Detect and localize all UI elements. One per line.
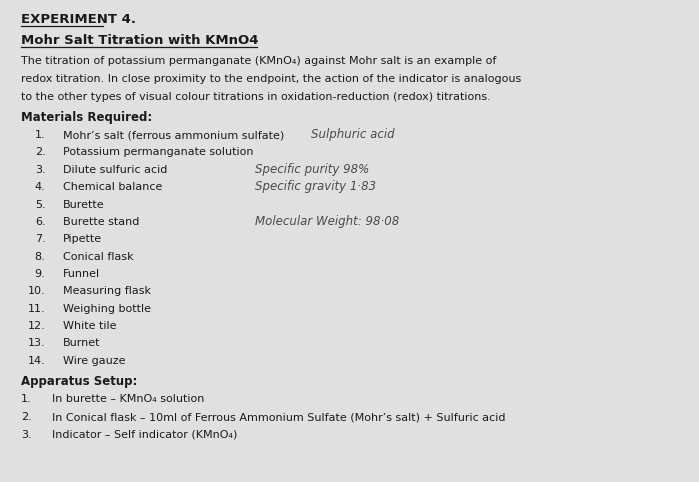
Text: 8.: 8. [35, 252, 45, 262]
Text: Potassium permanganate solution: Potassium permanganate solution [63, 147, 254, 158]
Text: The titration of potassium permanganate (KMnO₄) against Mohr salt is an example : The titration of potassium permanganate … [21, 56, 496, 66]
Text: Conical flask: Conical flask [63, 252, 134, 262]
Text: Burette: Burette [63, 200, 105, 210]
Text: Burette stand: Burette stand [63, 217, 139, 227]
Text: 1.: 1. [21, 394, 31, 404]
Text: Specific gravity 1·83: Specific gravity 1·83 [255, 180, 376, 193]
Text: Apparatus Setup:: Apparatus Setup: [21, 375, 137, 388]
Text: Chemical balance: Chemical balance [63, 182, 162, 192]
Text: Funnel: Funnel [63, 269, 100, 279]
Text: 7.: 7. [35, 234, 45, 244]
Text: Burnet: Burnet [63, 338, 101, 348]
Text: Dilute sulfuric acid: Dilute sulfuric acid [63, 165, 167, 175]
Text: White tile: White tile [63, 321, 117, 331]
Text: EXPERIMENT 4.: EXPERIMENT 4. [21, 13, 136, 27]
Text: In burette – KMnO₄ solution: In burette – KMnO₄ solution [52, 394, 205, 404]
Text: 2.: 2. [21, 412, 31, 422]
Text: Pipette: Pipette [63, 234, 102, 244]
Text: 6.: 6. [35, 217, 45, 227]
Text: 9.: 9. [35, 269, 45, 279]
Text: 11.: 11. [28, 304, 45, 314]
Text: Weighing bottle: Weighing bottle [63, 304, 151, 314]
Text: Molecular Weight: 98·08: Molecular Weight: 98·08 [255, 215, 399, 228]
Text: Mohr Salt Titration with KMnO4: Mohr Salt Titration with KMnO4 [21, 34, 259, 47]
Text: 4.: 4. [35, 182, 45, 192]
Text: 14.: 14. [28, 356, 45, 366]
Text: Specific purity 98%: Specific purity 98% [255, 163, 369, 176]
Text: Materials Required:: Materials Required: [21, 111, 152, 124]
Text: to the other types of visual colour titrations in oxidation-reduction (redox) ti: to the other types of visual colour titr… [21, 92, 491, 102]
Text: Measuring flask: Measuring flask [63, 286, 151, 296]
Text: 12.: 12. [28, 321, 45, 331]
Text: 13.: 13. [28, 338, 45, 348]
Text: Sulphuric acid: Sulphuric acid [311, 128, 395, 141]
Text: Indicator – Self indicator (KMnO₄): Indicator – Self indicator (KMnO₄) [52, 430, 238, 440]
Text: 10.: 10. [28, 286, 45, 296]
Text: redox titration. In close proximity to the endpoint, the action of the indicator: redox titration. In close proximity to t… [21, 74, 521, 84]
Text: Wire gauze: Wire gauze [63, 356, 125, 366]
Text: Mohr’s salt (ferrous ammonium sulfate): Mohr’s salt (ferrous ammonium sulfate) [63, 130, 284, 140]
Text: 3.: 3. [35, 165, 45, 175]
Text: 2.: 2. [35, 147, 45, 158]
Text: 3.: 3. [21, 430, 31, 440]
Text: 5.: 5. [35, 200, 45, 210]
Text: 1.: 1. [35, 130, 45, 140]
Text: In Conical flask – 10ml of Ferrous Ammonium Sulfate (Mohr’s salt) + Sulfuric aci: In Conical flask – 10ml of Ferrous Ammon… [52, 412, 506, 422]
